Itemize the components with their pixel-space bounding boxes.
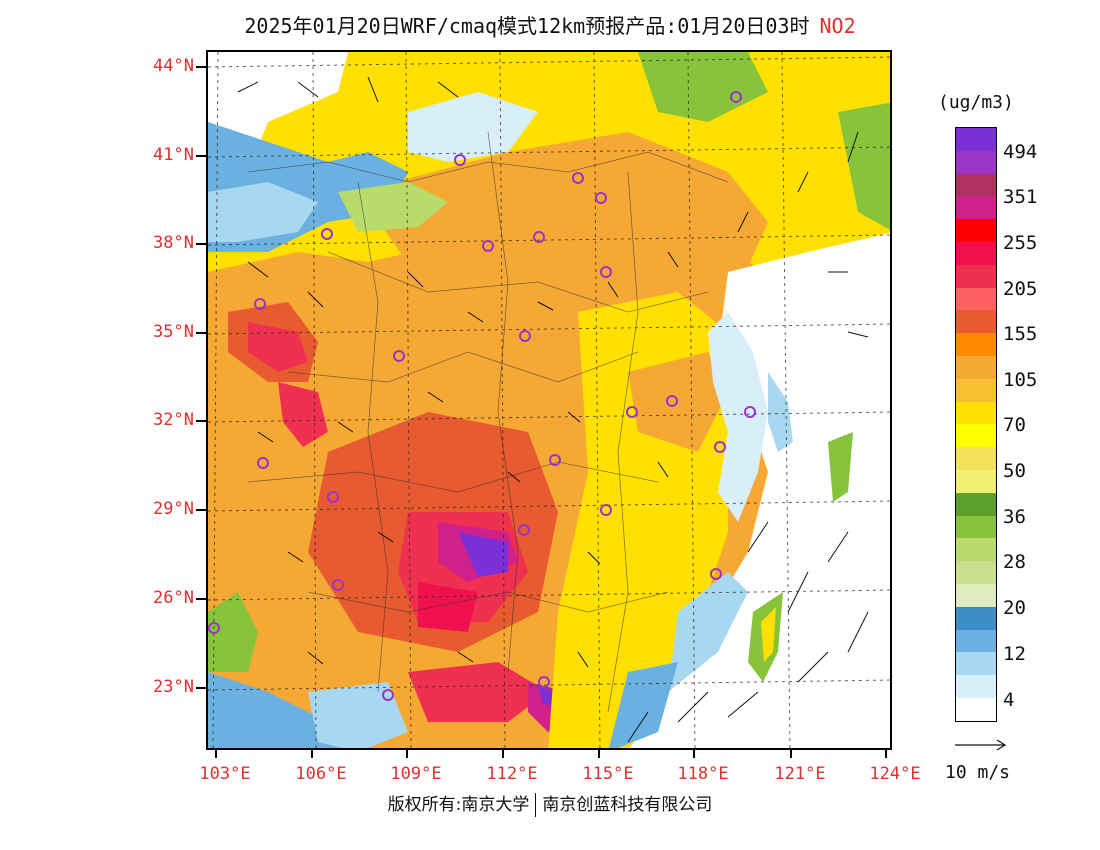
legend-label: 105 (1003, 369, 1038, 391)
lon-tick (693, 750, 695, 758)
legend-label: 494 (1003, 141, 1038, 163)
copyright: 版权所有:南京大学 南京创蓝科技有限公司 (0, 790, 1100, 817)
concentration-field (208, 52, 890, 748)
color-scale-segment (956, 492, 996, 516)
color-scale-segment (956, 629, 996, 653)
copyright-owner: 版权所有:南京大学 (387, 795, 530, 815)
color-scale-segment (956, 675, 996, 698)
lat-label-32: 32°N (153, 410, 194, 430)
color-scale-segment (956, 196, 996, 220)
lat-label-29: 29°N (153, 499, 194, 519)
pollutant-label: NO2 (819, 14, 856, 38)
color-scale-segment (956, 128, 996, 151)
lon-tick (885, 750, 887, 758)
color-scale-segment (956, 469, 996, 493)
lat-label-41: 41°N (153, 145, 194, 165)
legend-label: 255 (1003, 232, 1038, 254)
lat-tick (196, 598, 206, 600)
wind-reference-label: 10 m/s (945, 762, 1011, 783)
lon-label-118: 118°E (677, 764, 729, 784)
color-scale-bar (955, 127, 997, 722)
chart-title: 2025年01月20日WRF/cmaq模式12km预报产品:01月20日03时 N… (0, 10, 1100, 39)
legend-unit: (ug/m3) (938, 92, 1014, 113)
lat-label-35: 35°N (153, 322, 194, 342)
legend-label: 351 (1003, 186, 1038, 208)
lon-label-112: 112°E (486, 764, 538, 784)
color-scale-segment (956, 561, 996, 584)
color-scale-segment (956, 310, 996, 334)
legend-label: 4 (1003, 689, 1015, 711)
lat-tick (196, 66, 206, 68)
lat-tick (196, 420, 206, 422)
lat-tick (196, 243, 206, 245)
copyright-divider (535, 793, 537, 817)
legend-label: 155 (1003, 323, 1038, 345)
lon-label-124: 124°E (869, 764, 921, 784)
legend-label: 12 (1003, 643, 1026, 665)
color-scale-segment (956, 333, 996, 356)
lat-label-38: 38°N (153, 233, 194, 253)
lon-label-109: 109°E (390, 764, 442, 784)
lat-tick (196, 332, 206, 334)
copyright-company: 南京创蓝科技有限公司 (542, 795, 713, 815)
color-scale-segment (956, 606, 996, 630)
color-scale-segment (956, 515, 996, 539)
legend-label: 205 (1003, 278, 1038, 300)
lon-label-115: 115°E (582, 764, 634, 784)
lon-tick (406, 750, 408, 758)
wind-reference-arrow (955, 739, 1007, 751)
color-scale-segment (956, 287, 996, 311)
lon-tick (311, 750, 313, 758)
legend-label: 50 (1003, 460, 1026, 482)
lon-label-121: 121°E (774, 764, 826, 784)
lat-label-23: 23°N (153, 677, 194, 697)
lon-label-106: 106°E (295, 764, 347, 784)
legend-label: 36 (1003, 506, 1026, 528)
color-scale-segment (956, 697, 996, 721)
color-scale-segment (956, 652, 996, 676)
lon-tick (215, 750, 217, 758)
color-scale-segment (956, 401, 996, 425)
lat-label-44: 44°N (153, 56, 194, 76)
lat-tick (196, 687, 206, 689)
lon-tick (790, 750, 792, 758)
color-scale-segment (956, 173, 996, 197)
lat-label-26: 26°N (153, 588, 194, 608)
color-scale-segment (956, 150, 996, 174)
legend-label: 70 (1003, 414, 1026, 436)
color-scale-segment (956, 264, 996, 288)
lon-label-103: 103°E (199, 764, 251, 784)
legend-label: 28 (1003, 551, 1026, 573)
lon-tick (598, 750, 600, 758)
color-scale-segment (956, 583, 996, 607)
lat-tick (196, 155, 206, 157)
title-text: 2025年01月20日WRF/cmaq模式12km预报产品:01月20日03时 (244, 14, 810, 38)
lat-tick (196, 509, 206, 511)
color-scale-segment (956, 241, 996, 265)
color-scale-segment (956, 538, 996, 562)
forecast-map (206, 50, 892, 750)
color-scale-segment (956, 447, 996, 470)
color-scale-segment (956, 219, 996, 242)
color-scale-segment (956, 355, 996, 379)
color-scale-segment (956, 378, 996, 402)
color-scale-segment (956, 424, 996, 448)
legend-label: 20 (1003, 597, 1026, 619)
lon-tick (502, 750, 504, 758)
